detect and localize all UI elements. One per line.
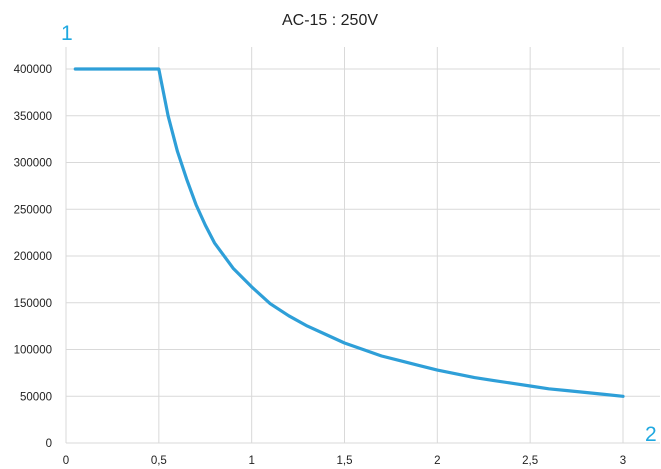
y-tick-label: 200000 — [14, 251, 52, 263]
y-tick-label: 0 — [46, 438, 52, 450]
y-tick-label: 400000 — [14, 64, 52, 76]
grid-lines — [65, 47, 660, 444]
y-tick-label: 350000 — [14, 111, 52, 123]
y-tick-label: 150000 — [14, 298, 52, 310]
x-tick-label: 0 — [63, 455, 69, 467]
y-tick-label: 250000 — [14, 204, 52, 216]
y-tick-label: 100000 — [14, 345, 52, 357]
y-tick-label: 50000 — [20, 391, 52, 403]
y-tick-label: 300000 — [14, 158, 52, 170]
series-layer — [73, 67, 625, 398]
x-axis-marker-label: 2 — [645, 423, 657, 446]
y-axis-marker-label: 1 — [61, 22, 73, 45]
series-line-0 — [73, 67, 625, 398]
x-tick-label: 2 — [434, 455, 440, 467]
x-tick-label: 0,5 — [151, 455, 167, 467]
tick-labels: 0 50000 100000 150000 200000 250000 300000 3500… — [14, 64, 627, 467]
x-tick-label: 1,5 — [337, 455, 353, 467]
x-tick-label: 2,5 — [522, 455, 538, 467]
x-tick-label: 3 — [620, 455, 626, 467]
x-tick-label: 1 — [248, 455, 254, 467]
chart-title: AC-15 : 250V — [282, 12, 378, 29]
